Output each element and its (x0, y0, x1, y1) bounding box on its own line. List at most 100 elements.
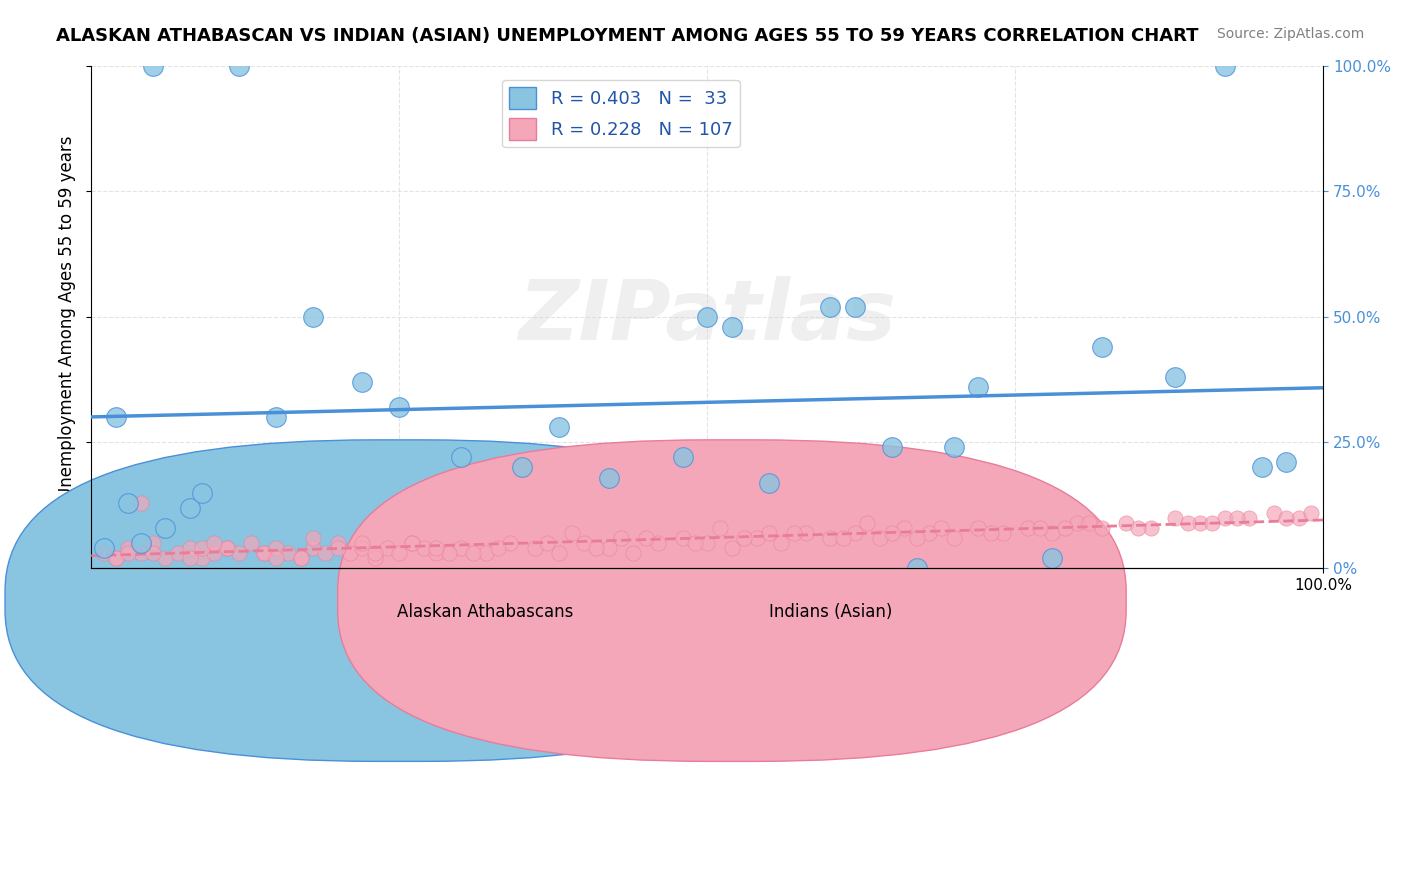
Point (672, 531, 695, 545)
FancyBboxPatch shape (337, 440, 1126, 762)
Point (388, 401, 411, 415)
Point (683, 536, 706, 550)
Point (1275, 510, 1298, 524)
Point (1139, 521, 1161, 535)
Point (339, 546, 361, 560)
Point (302, 541, 325, 555)
Point (401, 536, 423, 550)
Point (388, 546, 411, 560)
Point (1115, 516, 1137, 530)
Point (1040, 550, 1063, 565)
Point (918, 525, 941, 540)
Point (1213, 59, 1236, 73)
Point (880, 441, 903, 455)
Point (290, 550, 312, 565)
Point (1029, 521, 1052, 535)
Point (142, 59, 165, 73)
Point (1288, 510, 1310, 524)
Point (1263, 506, 1285, 520)
Point (844, 525, 866, 540)
Point (264, 550, 287, 565)
Point (352, 536, 374, 550)
Point (1017, 521, 1039, 535)
Point (153, 550, 176, 565)
Point (1164, 510, 1187, 524)
Point (1239, 510, 1261, 524)
Point (721, 541, 744, 555)
Point (363, 546, 385, 560)
Point (1164, 370, 1187, 384)
Point (634, 531, 657, 545)
Point (572, 536, 595, 550)
FancyBboxPatch shape (6, 440, 793, 762)
Point (1201, 516, 1223, 530)
Point (733, 531, 755, 545)
Point (1053, 521, 1076, 535)
Point (991, 525, 1014, 540)
Point (104, 410, 127, 425)
Point (437, 546, 460, 560)
Point (117, 546, 139, 560)
Point (179, 500, 201, 515)
Point (450, 450, 472, 465)
Point (1066, 516, 1088, 530)
Point (228, 546, 250, 560)
Point (450, 541, 472, 555)
Point (215, 541, 238, 555)
Point (363, 550, 385, 565)
Point (561, 525, 583, 540)
Point (228, 59, 250, 73)
Point (425, 546, 447, 560)
Point (352, 375, 374, 389)
Legend: R = 0.403   N =  33, R = 0.228   N = 107: R = 0.403 N = 33, R = 0.228 N = 107 (502, 79, 740, 147)
Point (264, 410, 287, 425)
Point (413, 541, 436, 555)
Point (129, 546, 152, 560)
Point (264, 541, 287, 555)
Point (499, 536, 522, 550)
Point (844, 300, 866, 314)
Point (782, 525, 804, 540)
Point (1250, 460, 1272, 475)
Point (696, 536, 718, 550)
Point (179, 550, 201, 565)
Point (967, 521, 990, 535)
Point (610, 531, 633, 545)
Point (142, 536, 165, 550)
Point (204, 546, 226, 560)
Point (758, 475, 780, 490)
Point (880, 525, 903, 540)
Y-axis label: Unemployment Among Ages 55 to 59 years: Unemployment Among Ages 55 to 59 years (58, 135, 76, 499)
Point (129, 536, 152, 550)
Point (290, 550, 312, 565)
Point (352, 541, 374, 555)
Point (709, 521, 731, 535)
Point (191, 541, 214, 555)
Point (536, 536, 558, 550)
Point (1078, 516, 1101, 530)
Point (117, 541, 139, 555)
Point (302, 310, 325, 324)
Point (191, 550, 214, 565)
Point (486, 541, 509, 555)
Point (326, 541, 349, 555)
Text: Source: ZipAtlas.com: Source: ZipAtlas.com (1216, 27, 1364, 41)
Point (253, 546, 276, 560)
Point (215, 541, 238, 555)
Point (1090, 521, 1112, 535)
Point (831, 531, 853, 545)
Point (1226, 510, 1249, 524)
Point (621, 546, 644, 560)
Point (375, 541, 398, 555)
Point (585, 541, 607, 555)
Point (326, 536, 349, 550)
Point (302, 531, 325, 545)
Point (980, 525, 1002, 540)
Text: ZIPatlas: ZIPatlas (519, 277, 896, 358)
Point (425, 541, 447, 555)
Point (523, 541, 546, 555)
Point (191, 485, 214, 500)
Point (905, 561, 928, 575)
Point (647, 536, 669, 550)
Point (117, 496, 139, 510)
